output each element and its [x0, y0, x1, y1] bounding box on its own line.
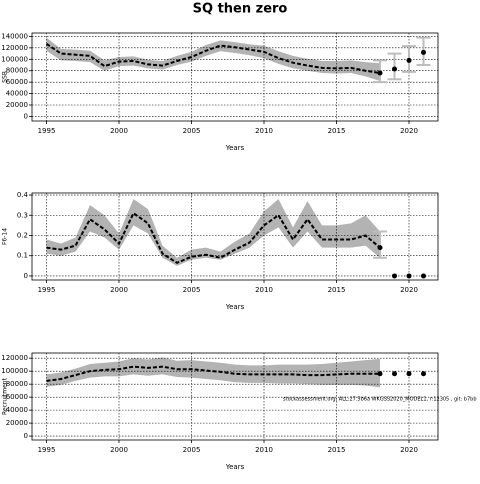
x-tick-label: 2005: [183, 127, 201, 135]
x-axis-label: Years: [225, 144, 245, 152]
x-tick-label: 1995: [38, 127, 56, 135]
x-axis-label: Years: [225, 303, 245, 311]
plot-frame: [31, 32, 439, 122]
y-tick-label: 80000: [6, 67, 28, 75]
x-tick-label: 1995: [38, 446, 56, 454]
projection-point: [406, 371, 412, 377]
y-tick-label: 40000: [6, 90, 28, 98]
y-tick-label: 40000: [6, 406, 28, 414]
y-tick-label: 0: [24, 432, 28, 440]
x-tick-label: 2000: [110, 127, 128, 135]
x-tick-label: 2005: [183, 286, 201, 294]
y-tick-label: 0.3: [17, 211, 28, 219]
annotation: stockassessment.org, ALL:27.5b6a WKGSS20…: [283, 397, 477, 403]
confidence-band: [46, 357, 380, 388]
y-tick-label: 80000: [6, 380, 28, 388]
x-tick-label: 2015: [328, 446, 346, 454]
x-tick-label: 2020: [400, 127, 418, 135]
projection-point: [377, 245, 383, 251]
x-axis-label: Years: [225, 463, 245, 471]
x-tick-label: 2020: [400, 446, 418, 454]
x-tick-label: 2020: [400, 286, 418, 294]
x-tick-label: 2005: [183, 446, 201, 454]
error-bar: [373, 230, 387, 259]
y-tick-label: 140000: [1, 32, 28, 40]
y-tick-label: 100000: [1, 55, 28, 63]
x-tick-label: 2010: [255, 446, 273, 454]
x-tick-label: 2000: [110, 286, 128, 294]
projection-point: [406, 57, 412, 63]
x-tick-label: 2010: [255, 127, 273, 135]
x-tick-label: 1995: [38, 286, 56, 294]
y-tick-label: 100000: [1, 367, 28, 375]
x-tick-label: 2015: [328, 286, 346, 294]
projection-point: [421, 273, 426, 279]
confidence-band: [46, 199, 380, 266]
projection-point: [406, 273, 412, 279]
figure-title: SQ then zero: [193, 2, 288, 17]
y-tick-label: 0: [24, 272, 28, 280]
projection-point: [377, 371, 383, 377]
y-tick-label: 60000: [6, 78, 28, 86]
y-tick-label: 60000: [6, 393, 28, 401]
projection-point: [421, 49, 426, 55]
x-tick-label: 2015: [328, 127, 346, 135]
y-tick-label: 0.1: [17, 252, 28, 260]
estimate-line: [46, 211, 381, 264]
x-tick-label: 2000: [110, 446, 128, 454]
y-axis-label: SSB: [2, 71, 9, 83]
y-axis-label: F6-14: [2, 228, 9, 245]
projection-point: [392, 66, 397, 72]
projection-point: [377, 70, 383, 76]
plot-frame: [31, 192, 439, 281]
y-tick-label: 0.4: [17, 191, 29, 199]
x-tick-label: 2010: [255, 286, 273, 294]
plot-frame: [31, 352, 439, 441]
projection-point: [392, 273, 397, 279]
y-tick-label: 120000: [1, 354, 28, 362]
error-bar: [387, 52, 402, 81]
y-tick-label: 0.2: [17, 231, 28, 239]
estimate-line: [45, 43, 381, 74]
y-tick-label: 20000: [6, 419, 28, 427]
projection-point: [392, 371, 397, 377]
y-tick-label: 0: [24, 112, 28, 120]
y-tick-label: 20000: [6, 101, 28, 109]
estimate-line: [46, 365, 380, 382]
projection-point: [421, 371, 426, 377]
y-tick-label: 120000: [1, 44, 28, 52]
y-axis-label: Recruitment: [2, 377, 9, 415]
